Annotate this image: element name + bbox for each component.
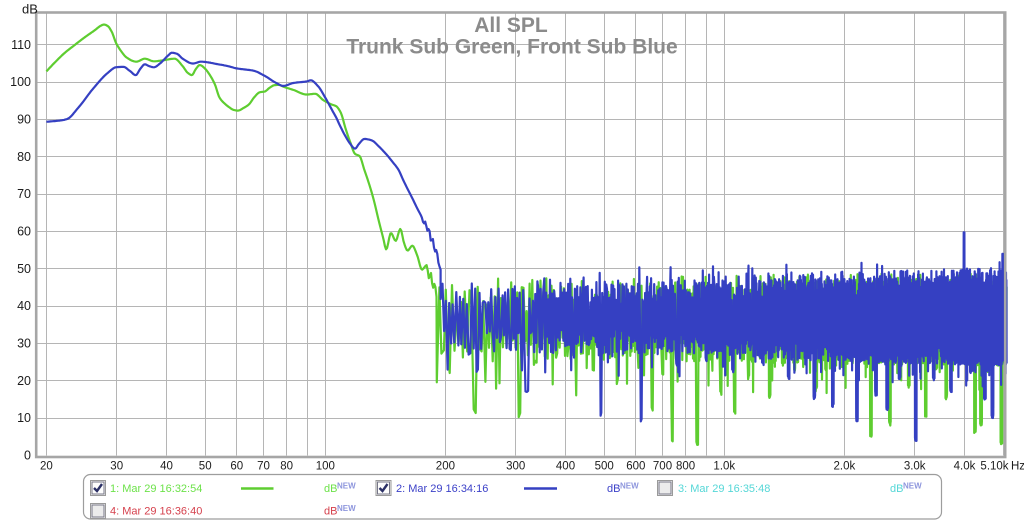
svg-text:NEW: NEW	[620, 482, 639, 491]
svg-text:200: 200	[436, 461, 455, 473]
svg-text:30: 30	[17, 337, 31, 351]
svg-text:10: 10	[17, 411, 31, 425]
svg-text:4.0k: 4.0k	[954, 461, 976, 473]
svg-text:2.0k: 2.0k	[834, 461, 856, 473]
svg-text:4: Mar 29 16:36:40: 4: Mar 29 16:36:40	[110, 506, 202, 518]
svg-text:NEW: NEW	[337, 504, 356, 513]
svg-text:60: 60	[17, 225, 31, 239]
svg-text:NEW: NEW	[903, 482, 922, 491]
svg-text:dB: dB	[324, 483, 337, 495]
svg-text:20: 20	[17, 374, 31, 388]
svg-text:70: 70	[17, 187, 31, 201]
svg-text:Hz: Hz	[1011, 461, 1024, 473]
svg-text:50: 50	[199, 461, 212, 473]
svg-text:100: 100	[316, 461, 335, 473]
svg-text:90: 90	[17, 113, 31, 127]
svg-text:1.0k: 1.0k	[713, 461, 735, 473]
svg-text:110: 110	[11, 38, 31, 52]
svg-text:80: 80	[280, 461, 293, 473]
svg-text:80: 80	[17, 150, 31, 164]
svg-text:70: 70	[257, 461, 270, 473]
svg-text:dB: dB	[607, 483, 620, 495]
svg-text:40: 40	[160, 461, 173, 473]
svg-text:50: 50	[17, 262, 31, 276]
svg-text:400: 400	[556, 461, 575, 473]
svg-text:2: Mar 29 16:34:16: 2: Mar 29 16:34:16	[396, 483, 488, 495]
svg-text:600: 600	[626, 461, 645, 473]
svg-text:5.10k: 5.10k	[980, 461, 1008, 473]
svg-text:dB: dB	[890, 483, 903, 495]
svg-text:30: 30	[110, 461, 123, 473]
svg-text:0: 0	[24, 449, 31, 463]
svg-text:3: Mar 29 16:35:48: 3: Mar 29 16:35:48	[678, 483, 770, 495]
svg-text:NEW: NEW	[337, 482, 356, 491]
svg-text:40: 40	[17, 299, 31, 313]
svg-text:All SPL: All SPL	[474, 14, 548, 37]
svg-text:Trunk Sub Green, Front Sub Blu: Trunk Sub Green, Front Sub Blue	[346, 36, 677, 59]
svg-text:20: 20	[40, 461, 53, 473]
svg-text:100: 100	[10, 75, 31, 89]
svg-text:500: 500	[595, 461, 614, 473]
svg-text:300: 300	[506, 461, 525, 473]
svg-text:dB: dB	[22, 2, 38, 17]
svg-text:800: 800	[676, 461, 695, 473]
svg-text:1: Mar 29 16:32:54: 1: Mar 29 16:32:54	[110, 483, 202, 495]
svg-text:60: 60	[230, 461, 243, 473]
svg-text:700: 700	[653, 461, 672, 473]
svg-text:dB: dB	[324, 506, 337, 518]
svg-text:3.0k: 3.0k	[904, 461, 926, 473]
